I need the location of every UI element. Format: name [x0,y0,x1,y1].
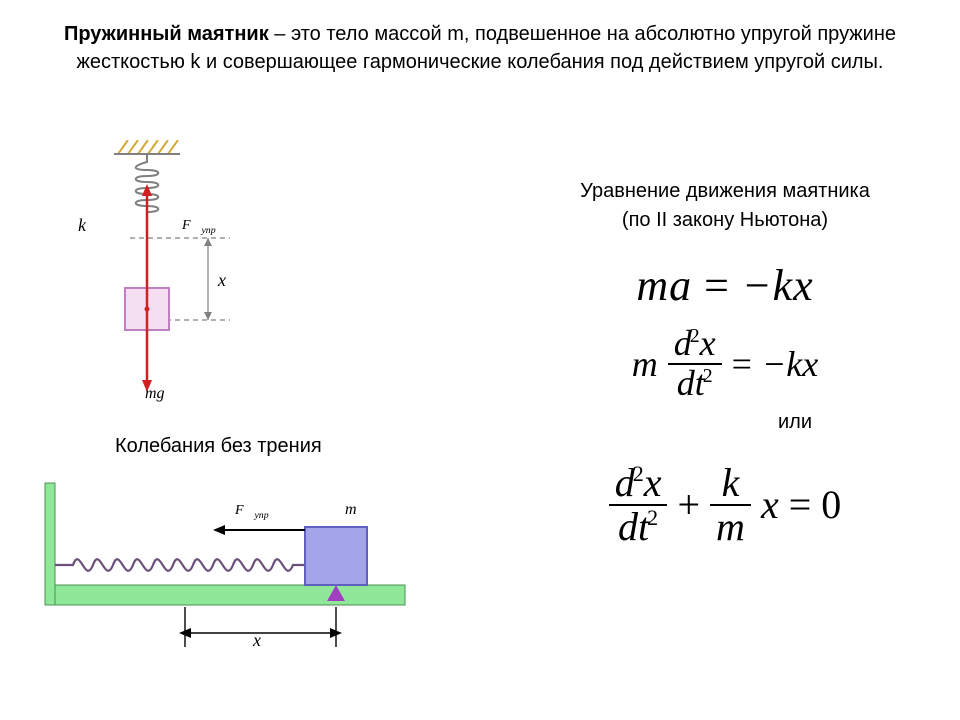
equation-ma-kx: ma = −kx [510,260,940,311]
mg-label: mg⃗ [145,385,177,403]
horizontal-spring-diagram: m F⃗упр x [25,475,425,695]
equation-block: Уравнение движения маятника (по II закон… [510,180,940,548]
vertical-spring-diagram: k F⃗упр x mg⃗ [70,140,270,430]
eq-intro-1: Уравнение движения маятника [510,180,940,203]
m-label: m [345,501,357,519]
f-upr-label-2: F⃗упр [235,503,269,521]
friction-title: Колебания без трения [115,435,322,458]
eq-intro-2: (по II закону Ньютона) [510,209,940,232]
k-label: k [78,215,86,236]
f-upr-label: F⃗упр [182,218,216,236]
title-bold: Пружинный маятник [64,23,269,45]
page-title: Пружинный маятник – это тело массой m, п… [40,20,920,76]
or-label: или [650,411,940,434]
equation-diff-1: m d2x dt2 = −kx [510,325,940,403]
equation-diff-2: d2x dt2 + k m x = 0 [510,462,940,548]
x-label: x [218,270,226,291]
x-label-2: x [253,630,261,651]
